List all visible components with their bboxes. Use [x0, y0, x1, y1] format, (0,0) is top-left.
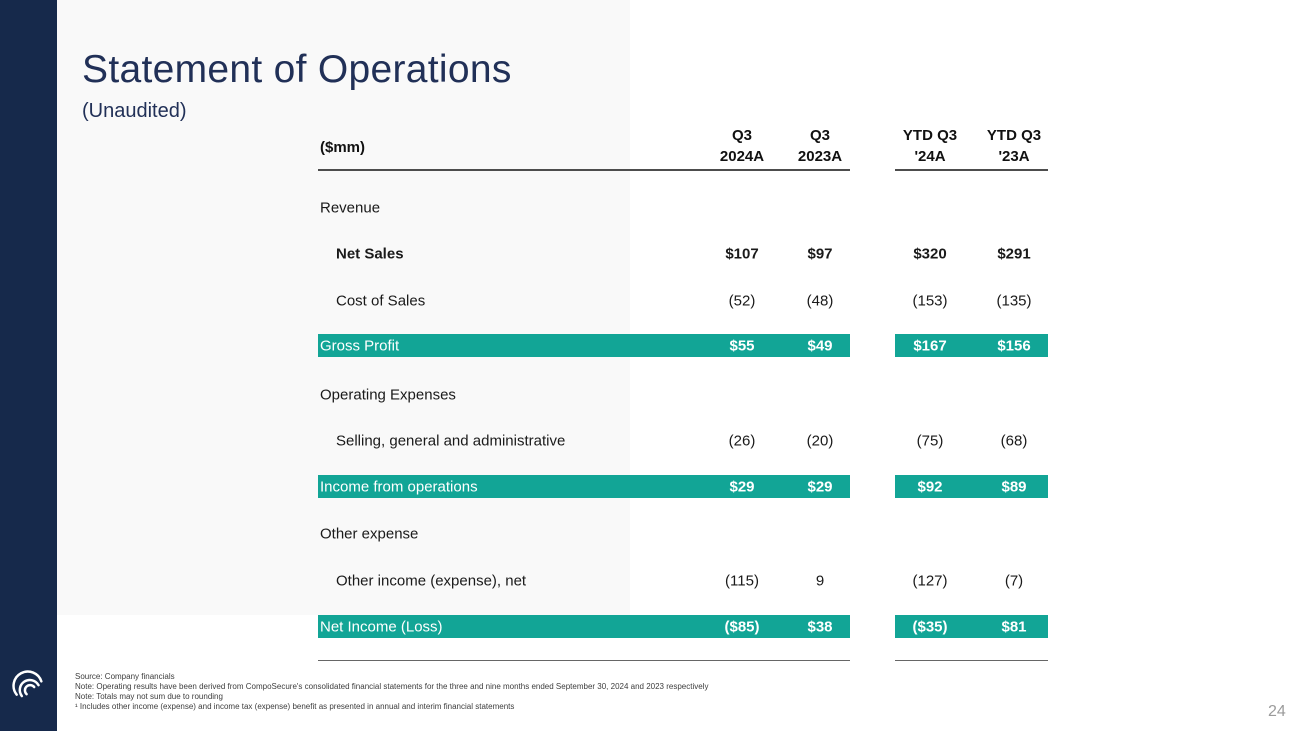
- cell-value: $29: [729, 478, 755, 495]
- cell-value: $167: [913, 337, 947, 354]
- cell-value: (52): [728, 292, 756, 309]
- table-unit-label: ($mm): [320, 139, 366, 156]
- cell-value: $29: [807, 478, 833, 495]
- table-row-section-operating-expenses: Operating Expenses: [318, 383, 1050, 406]
- table-row-gross-profit: Gross Profit $55 $49 $167 $156: [318, 334, 1050, 357]
- table-row-other-income-expense-net: Other income (expense), net (115) 9 (127…: [318, 569, 1050, 592]
- cell-value: (7): [1004, 572, 1024, 589]
- slide-subtitle: (Unaudited): [82, 100, 187, 122]
- highlight-band: [318, 615, 850, 638]
- row-label: Other income (expense), net: [336, 572, 527, 589]
- table-bottom-rule: [895, 660, 1048, 661]
- column-header-line: Q3: [731, 127, 752, 144]
- cell-value: (48): [806, 292, 834, 309]
- highlight-band: [318, 475, 850, 498]
- cell-value: $156: [997, 337, 1031, 354]
- highlight-band: [318, 334, 850, 357]
- table-row-section-revenue: Revenue: [318, 196, 1050, 219]
- row-label: Revenue: [320, 199, 381, 216]
- column-header-line: Q3: [809, 127, 830, 144]
- row-label: Selling, general and administrative: [336, 432, 566, 449]
- row-label: Net Sales: [336, 245, 404, 262]
- column-header-line: YTD Q3: [902, 127, 958, 144]
- footnote-source: Source: Company financials: [75, 672, 175, 681]
- row-label: Gross Profit: [320, 337, 400, 354]
- composecure-swirl-logo-icon: [12, 670, 43, 698]
- cell-value: $107: [725, 245, 759, 262]
- highlight-band: [895, 475, 1048, 498]
- cell-value: $97: [807, 245, 833, 262]
- cell-value: ($85): [724, 618, 760, 635]
- cell-value: (75): [916, 432, 944, 449]
- row-label: Income from operations: [320, 478, 478, 495]
- cell-value: $291: [997, 245, 1031, 262]
- row-label: Cost of Sales: [336, 292, 426, 309]
- column-header-q3-2023a: Q3 2023A: [780, 125, 860, 167]
- cell-value: $89: [1001, 478, 1027, 495]
- column-header-line: YTD Q3: [986, 127, 1042, 144]
- table-row-net-income-loss: Net Income (Loss) ($85) $38 ($35) $81: [318, 615, 1050, 638]
- table-row-section-other-expense: Other expense: [318, 522, 1050, 545]
- cell-value: $49: [807, 337, 833, 354]
- column-header-line: '23A: [998, 148, 1030, 165]
- cell-value: $81: [1001, 618, 1027, 635]
- row-label: Other expense: [320, 525, 419, 542]
- column-header-line: 2024A: [719, 148, 765, 165]
- table-bottom-rule: [318, 660, 850, 661]
- slide-title: Statement of Operations: [82, 48, 512, 91]
- table-row-sga: Selling, general and administrative (26)…: [318, 429, 1050, 452]
- cell-value: $320: [913, 245, 947, 262]
- column-header-q3-2024a: Q3 2024A: [702, 125, 782, 167]
- cell-value: (135): [996, 292, 1032, 309]
- cell-value: ($35): [912, 618, 948, 635]
- cell-value: (68): [1000, 432, 1028, 449]
- sidebar-accent-bar: [0, 0, 57, 731]
- footnote-note-rounding: Note: Totals may not sum due to rounding: [75, 692, 223, 701]
- page-number: 24: [1268, 703, 1286, 720]
- footnote-note-derivation: Note: Operating results have been derive…: [75, 682, 709, 691]
- cell-value: $55: [729, 337, 755, 354]
- column-header-line: 2023A: [797, 148, 843, 165]
- cell-value: (115): [725, 572, 759, 589]
- table-row-cost-of-sales: Cost of Sales (52) (48) (153) (135): [318, 289, 1050, 312]
- cell-value: $92: [917, 478, 943, 495]
- cell-value: $38: [807, 618, 833, 635]
- column-header-line: '24A: [914, 148, 946, 165]
- table-row-income-from-operations: Income from operations $29 $29 $92 $89: [318, 475, 1050, 498]
- highlight-band: [895, 334, 1048, 357]
- row-label: Net Income (Loss): [320, 618, 443, 635]
- cell-value: (127): [912, 572, 948, 589]
- cell-value: 9: [815, 572, 825, 589]
- column-header-ytd-q3-23a: YTD Q3 '23A: [974, 125, 1054, 167]
- highlight-band: [895, 615, 1048, 638]
- cell-value: (26): [728, 432, 756, 449]
- column-header-ytd-q3-24a: YTD Q3 '24A: [890, 125, 970, 167]
- footnotes: Source: Company financials Note: Operati…: [75, 672, 708, 712]
- table-row-net-sales: Net Sales $107 $97 $320 $291: [318, 242, 1050, 265]
- cell-value: (153): [912, 292, 948, 309]
- table-header-rule: [318, 169, 850, 171]
- row-label: Operating Expenses: [320, 386, 456, 403]
- footnote-superscript-1: ¹ Includes other income (expense) and in…: [75, 702, 515, 711]
- table-header-rule: [895, 169, 1048, 171]
- cell-value: (20): [806, 432, 834, 449]
